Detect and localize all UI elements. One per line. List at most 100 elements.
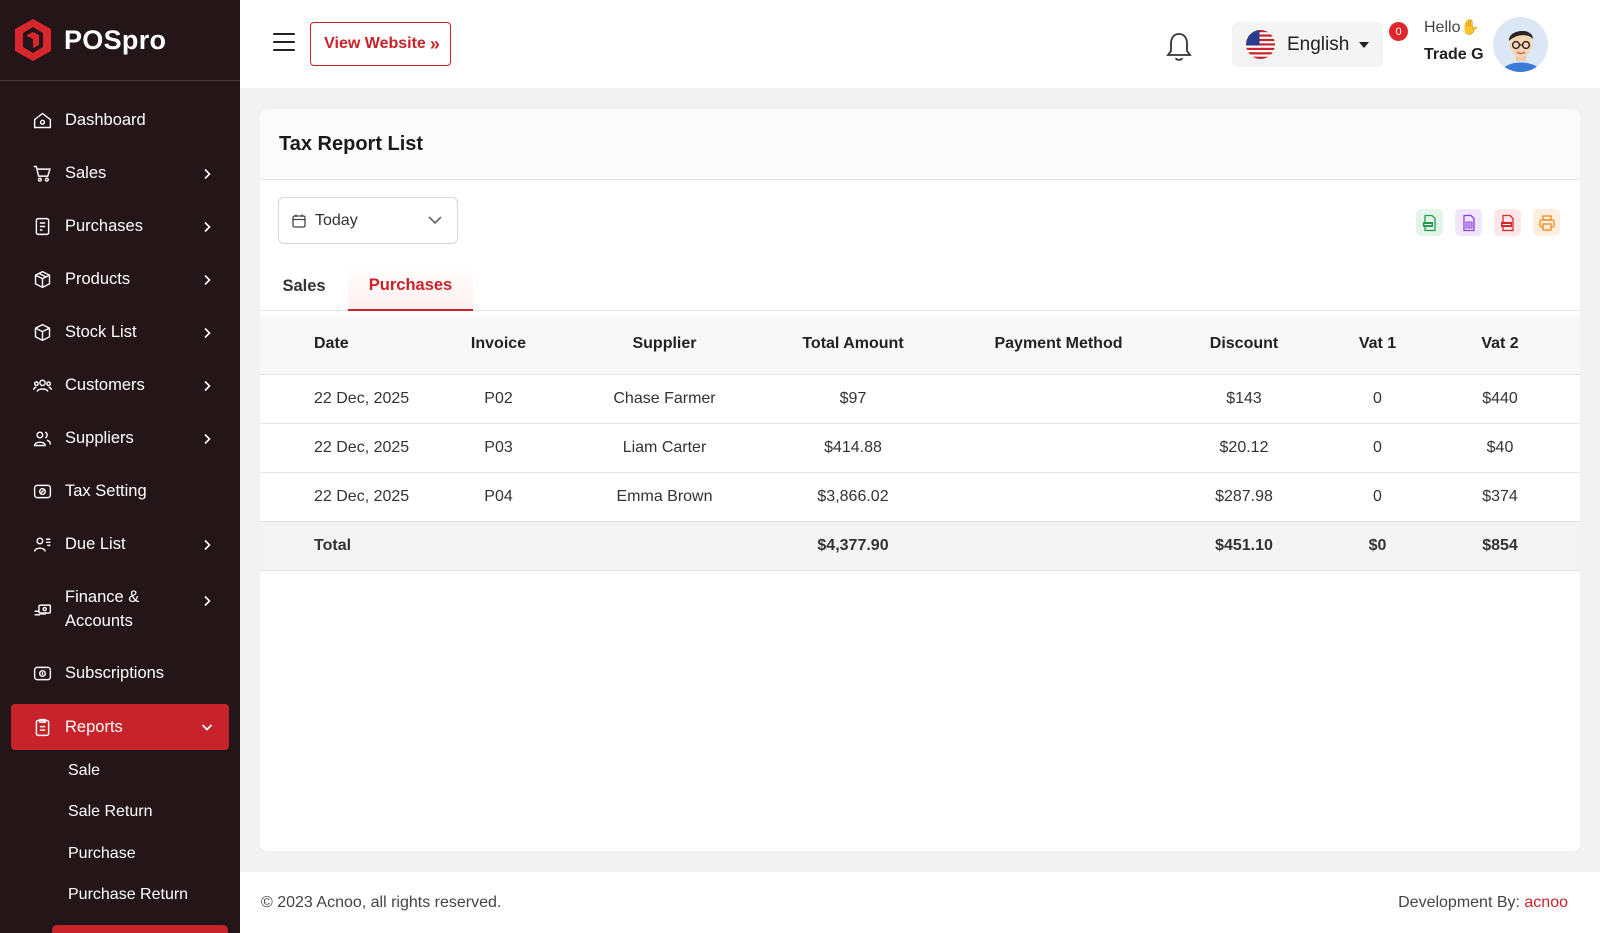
tax-report-card: Tax Report List Today Sales Purchases Da…	[260, 109, 1580, 851]
developer-credit-label: Development By:	[1398, 893, 1525, 911]
print-icon	[1538, 214, 1555, 231]
cell-supplier: Liam Carter	[587, 423, 742, 473]
user-group-icon	[31, 428, 53, 450]
chevron-right-icon	[204, 274, 211, 285]
language-selector[interactable]: English	[1232, 22, 1383, 67]
brand-name: POSpro	[64, 24, 167, 55]
submenu-item-purchase-return[interactable]: Purchase Return	[68, 886, 189, 904]
table-total-row: Total $4,377.90 $451.10 $0 $854	[260, 521, 1580, 571]
cell-vat-2: $440	[1420, 374, 1580, 424]
notification-count-badge: 0	[1389, 22, 1408, 41]
cell-payment-method	[964, 423, 1153, 473]
greeting-text: Hello	[1424, 19, 1461, 36]
table-row[interactable]: 22 Dec, 2025 P03 Liam Carter $414.88 $20…	[260, 423, 1580, 473]
cell-discount: $143	[1153, 374, 1335, 424]
sidebar-item-purchases[interactable]: Purchases	[11, 200, 229, 253]
sidebar-item-subscriptions[interactable]: Subscriptions	[11, 647, 229, 700]
sidebar: POSpro Dashboard Sales Purchases Product…	[0, 0, 240, 933]
column-header-vat-1[interactable]: Vat 1	[1335, 315, 1420, 375]
money-hand-icon	[31, 598, 53, 620]
double-chevron-right-icon: »	[429, 33, 440, 54]
avatar-illustration-icon	[1493, 17, 1548, 72]
cell-vat-1: 0	[1335, 472, 1420, 522]
csv-export-button[interactable]	[1416, 209, 1443, 236]
submenu-item-sale-return[interactable]: Sale Return	[68, 803, 153, 821]
sidebar-item-finance-accounts[interactable]: Finance & Accounts	[11, 571, 229, 647]
chevron-right-icon	[204, 168, 211, 179]
column-header-total-amount[interactable]: Total Amount	[742, 315, 964, 375]
column-header-invoice[interactable]: Invoice	[410, 315, 587, 375]
cell-vat-2: $374	[1420, 472, 1580, 522]
submenu-item-purchase[interactable]: Purchase	[68, 844, 136, 862]
developer-link[interactable]: acnoo	[1524, 893, 1568, 911]
page-title: Tax Report List	[279, 132, 424, 155]
chevron-down-icon	[428, 216, 442, 225]
notification-bell-icon[interactable]	[1164, 30, 1194, 64]
hamburger-menu-icon[interactable]	[273, 33, 295, 51]
view-website-button[interactable]: View Website »	[310, 22, 451, 66]
total-label: Total	[260, 521, 410, 571]
us-flag-icon	[1246, 30, 1275, 59]
card-header: Tax Report List	[260, 109, 1580, 180]
sidebar-item-tax-setting[interactable]: Tax Setting	[11, 465, 229, 518]
sidebar-item-sales[interactable]: Sales	[11, 147, 229, 200]
sidebar-item-label: Products	[65, 270, 131, 288]
cell-date: 22 Dec, 2025	[260, 374, 410, 424]
sidebar-item-label: Reports	[65, 717, 123, 736]
avatar[interactable]	[1493, 17, 1548, 72]
pdf-export-icon	[1500, 214, 1514, 231]
greeting: Hello✋	[1424, 18, 1479, 37]
sidebar-item-label: Purchases	[65, 217, 143, 235]
cart-icon	[31, 163, 53, 185]
date-filter-select[interactable]: Today	[278, 197, 458, 244]
users-icon	[31, 375, 53, 397]
pospro-logo-icon	[15, 19, 51, 61]
submenu-active-indicator[interactable]	[52, 925, 228, 933]
tab-sales[interactable]: Sales	[282, 277, 326, 295]
sidebar-item-label: Dashboard	[65, 111, 146, 129]
cell-total-amount: $97	[742, 374, 964, 424]
total-invoice	[410, 521, 587, 571]
sidebar-item-label: Customers	[65, 376, 145, 394]
chevron-right-icon	[204, 433, 211, 444]
sidebar-item-label: Subscriptions	[65, 664, 165, 682]
tab-purchases[interactable]: Purchases	[348, 262, 473, 311]
total-vat-2: $854	[1420, 521, 1580, 571]
chevron-right-icon	[204, 595, 211, 607]
csv-export-icon	[1422, 214, 1436, 231]
calendar-icon	[292, 214, 306, 228]
sidebar-item-customers[interactable]: Customers	[11, 359, 229, 412]
cell-vat-1: 0	[1335, 374, 1420, 424]
brand[interactable]: POSpro	[0, 0, 240, 81]
column-header-vat-2[interactable]: Vat 2	[1420, 315, 1580, 375]
table-row[interactable]: 22 Dec, 2025 P02 Chase Farmer $97 $143 0…	[260, 374, 1580, 424]
footer: © 2023 Acnoo, all rights reserved. Devel…	[240, 872, 1600, 933]
cube-icon	[31, 322, 53, 344]
cell-payment-method	[964, 374, 1153, 424]
cell-invoice: P02	[410, 374, 587, 424]
column-header-date[interactable]: Date	[260, 315, 410, 375]
box-icon	[31, 269, 53, 291]
print-button[interactable]	[1533, 209, 1560, 236]
sidebar-item-dashboard[interactable]: Dashboard	[11, 94, 229, 147]
pdf-export-button[interactable]	[1494, 209, 1521, 236]
sidebar-item-stock-list[interactable]: Stock List	[11, 306, 229, 359]
subscription-icon	[31, 663, 53, 685]
total-supplier	[587, 521, 742, 571]
submenu-item-sale[interactable]: Sale	[68, 761, 101, 779]
sidebar-item-suppliers[interactable]: Suppliers	[11, 412, 229, 465]
sidebar-item-products[interactable]: Products	[11, 253, 229, 306]
view-website-label: View Website	[324, 35, 426, 52]
sidebar-item-label: Suppliers	[65, 429, 134, 447]
sidebar-item-label: Sales	[65, 164, 107, 182]
table-row[interactable]: 22 Dec, 2025 P04 Emma Brown $3,866.02 $2…	[260, 472, 1580, 522]
chevron-right-icon	[204, 380, 211, 391]
column-header-supplier[interactable]: Supplier	[587, 315, 742, 375]
sidebar-item-due-list[interactable]: Due List	[11, 518, 229, 571]
chevron-down-icon	[201, 724, 213, 731]
excel-export-button[interactable]	[1455, 209, 1482, 236]
date-filter-value: Today	[315, 211, 358, 229]
sidebar-item-reports[interactable]: Reports	[11, 704, 229, 750]
column-header-discount[interactable]: Discount	[1153, 315, 1335, 375]
column-header-payment-method[interactable]: Payment Method	[964, 315, 1153, 375]
